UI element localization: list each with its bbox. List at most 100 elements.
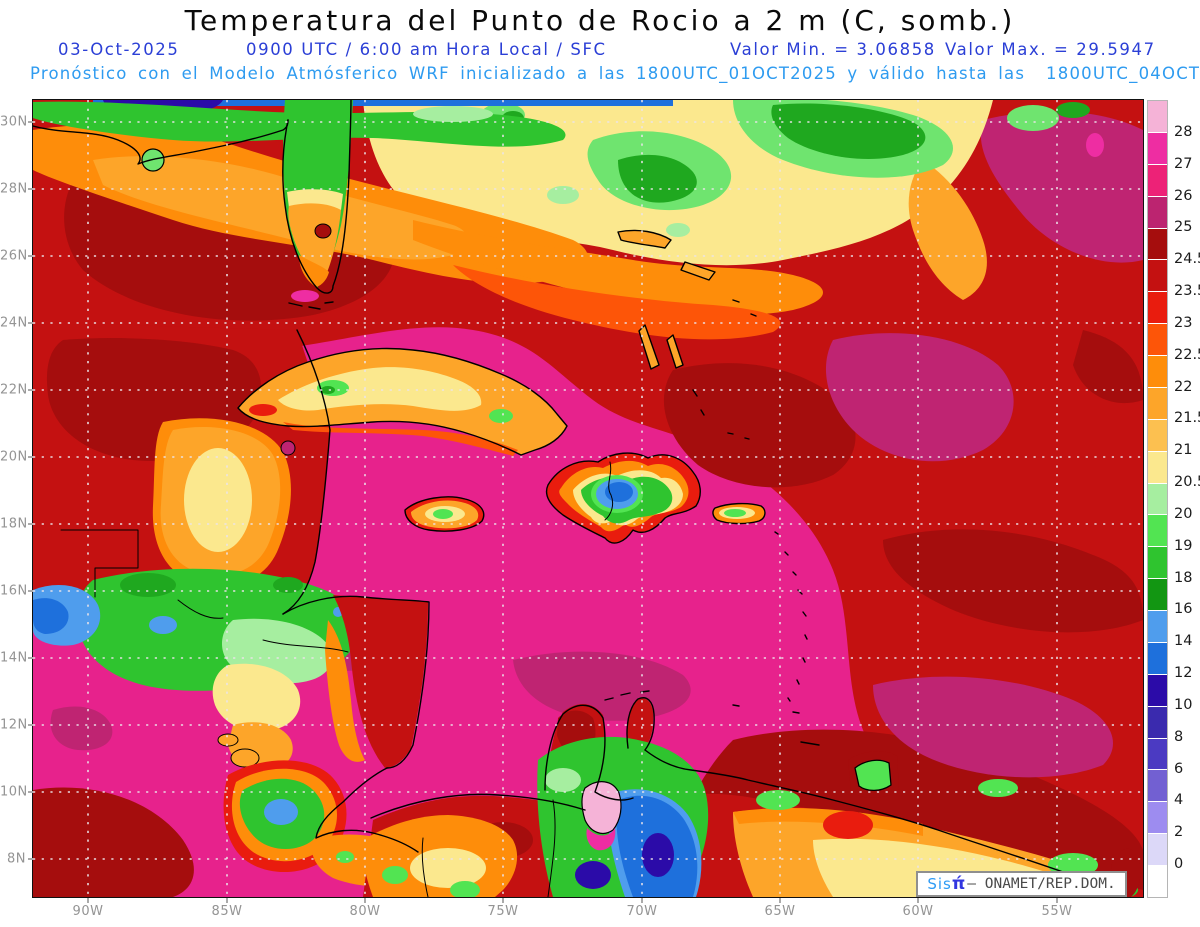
colorbar-label: 6 bbox=[1174, 760, 1184, 777]
colorbar-cell bbox=[1148, 834, 1167, 866]
colorbar-label: 27 bbox=[1174, 155, 1193, 172]
lat-tick-mark bbox=[28, 456, 33, 458]
colorbar-cell bbox=[1148, 515, 1167, 548]
colorbar-cell bbox=[1148, 770, 1167, 803]
colorbar-label: 12 bbox=[1174, 665, 1193, 682]
page-title: Temperatura del Punto de Rocio a 2 m (C,… bbox=[184, 4, 1016, 37]
lat-tick-mark bbox=[28, 657, 33, 659]
lat-tick-mark bbox=[28, 121, 33, 123]
lon-tick-label: 55W bbox=[1041, 904, 1073, 919]
lon-tick-mark bbox=[226, 898, 228, 903]
lon-tick-mark bbox=[917, 898, 919, 903]
colorbar-cell bbox=[1148, 738, 1167, 771]
lat-tick-mark bbox=[28, 322, 33, 324]
valid-date: 03-Oct-2025 bbox=[58, 40, 180, 59]
colorbar-label: 22.5 bbox=[1174, 346, 1200, 363]
lat-tick-label: 24N bbox=[0, 315, 28, 331]
colorbar-label: 10 bbox=[1174, 696, 1193, 713]
min-value-label: Valor Min. = 3.06858 bbox=[730, 40, 936, 59]
lat-tick-label: 12N bbox=[0, 717, 28, 733]
colorbar-cell bbox=[1148, 611, 1167, 643]
colorbar-cell bbox=[1148, 642, 1167, 675]
colorbar-label: 22 bbox=[1174, 378, 1193, 395]
colorbar-label: 8 bbox=[1174, 728, 1184, 745]
lon-tick-mark bbox=[1056, 898, 1058, 903]
watermark-sis: Sis bbox=[927, 875, 952, 893]
colorbar-label: 24.5 bbox=[1174, 251, 1200, 268]
colorbar-cell bbox=[1148, 706, 1167, 739]
colorbar-cell bbox=[1148, 292, 1167, 325]
colorbar-cell bbox=[1148, 674, 1167, 707]
colorbar-label: 0 bbox=[1174, 856, 1184, 873]
lon-tick-label: 75W bbox=[487, 904, 519, 919]
colorbar-label: 20.5 bbox=[1174, 474, 1200, 491]
colorbar-label: 21.5 bbox=[1174, 410, 1200, 427]
lat-tick-label: 14N bbox=[0, 650, 28, 666]
watermark-org: – ONAMET/REP.DOM. bbox=[967, 876, 1116, 892]
colorbar-label: 23.5 bbox=[1174, 283, 1200, 300]
lat-tick-label: 10N bbox=[0, 784, 28, 800]
lat-tick-label: 22N bbox=[0, 382, 28, 398]
colorbar-label: 16 bbox=[1174, 601, 1193, 618]
lat-tick-label: 26N bbox=[0, 248, 28, 264]
colorbar-label: 14 bbox=[1174, 633, 1193, 650]
lat-tick-mark bbox=[28, 389, 33, 391]
lon-tick-label: 80W bbox=[349, 904, 381, 919]
lat-tick-mark bbox=[28, 255, 33, 257]
colorbar-cell bbox=[1148, 802, 1167, 835]
lat-tick-mark bbox=[28, 590, 33, 592]
colorbar-cell bbox=[1148, 324, 1167, 356]
colorbar-cell bbox=[1148, 260, 1167, 293]
colorbar-cell bbox=[1148, 387, 1167, 420]
colorbar-label: 25 bbox=[1174, 219, 1193, 236]
colorbar-label: 2 bbox=[1174, 824, 1184, 841]
lon-tick-mark bbox=[364, 898, 366, 903]
watermark-box: Sis π́ – ONAMET/REP.DOM. bbox=[916, 871, 1127, 897]
lat-tick-label: 18N bbox=[0, 516, 28, 532]
colorbar-cell bbox=[1148, 483, 1167, 516]
colorbar-label: 20 bbox=[1174, 505, 1193, 522]
colorbar-label: 26 bbox=[1174, 187, 1193, 204]
lat-tick-label: 8N bbox=[7, 851, 26, 867]
lon-tick-mark bbox=[779, 898, 781, 903]
colorbar-label: 19 bbox=[1174, 537, 1193, 554]
watermark-pi-icon: π́ bbox=[951, 874, 966, 894]
lat-tick-mark bbox=[28, 858, 33, 860]
colorbar-label: 18 bbox=[1174, 569, 1193, 586]
lon-tick-label: 90W bbox=[72, 904, 104, 919]
lon-tick-mark bbox=[87, 898, 89, 903]
colorbar-label: 28 bbox=[1174, 123, 1193, 140]
lon-tick-mark bbox=[502, 898, 504, 903]
colorbar-cell bbox=[1148, 547, 1167, 580]
lon-tick-label: 70W bbox=[626, 904, 658, 919]
lat-tick-mark bbox=[28, 791, 33, 793]
colorbar-cell bbox=[1148, 866, 1167, 897]
colorbar-cell bbox=[1148, 451, 1167, 484]
colorbar-cell bbox=[1148, 419, 1167, 452]
colorbar-label: 4 bbox=[1174, 792, 1184, 809]
lat-tick-mark bbox=[28, 188, 33, 190]
map-plot-area bbox=[32, 98, 1144, 899]
lat-tick-mark bbox=[28, 724, 33, 726]
valid-time: 0900 UTC / 6:00 am Hora Local / SFC bbox=[246, 40, 607, 59]
lat-tick-label: 20N bbox=[0, 449, 28, 465]
max-value-label: Valor Max. = 29.5947 bbox=[945, 40, 1156, 59]
lon-tick-label: 65W bbox=[764, 904, 796, 919]
colorbar-cell bbox=[1148, 164, 1167, 197]
colorbar-cell bbox=[1148, 132, 1167, 165]
colorbar-cell bbox=[1148, 579, 1167, 611]
lat-tick-mark bbox=[28, 523, 33, 525]
model-run-line: Pronóstico con el Modelo Atmósferico WRF… bbox=[30, 64, 1200, 83]
lat-tick-label: 30N bbox=[0, 114, 28, 130]
lat-tick-label: 16N bbox=[0, 583, 28, 599]
colorbar-cell bbox=[1148, 356, 1167, 388]
colorbar-cell bbox=[1148, 228, 1167, 261]
colorbar bbox=[1147, 100, 1168, 898]
lon-tick-label: 85W bbox=[211, 904, 243, 919]
contour-field bbox=[33, 98, 1143, 899]
colorbar-cell bbox=[1148, 196, 1167, 229]
coastlines bbox=[32, 99, 1109, 898]
lat-tick-label: 28N bbox=[0, 181, 28, 197]
colorbar-label: 21 bbox=[1174, 442, 1193, 459]
